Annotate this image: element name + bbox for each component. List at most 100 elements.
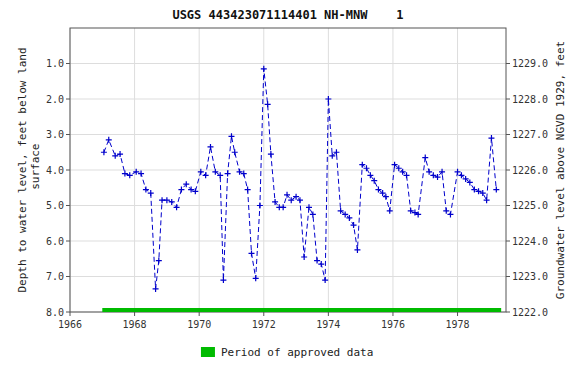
data-point bbox=[415, 211, 421, 217]
y-tick bbox=[66, 63, 70, 64]
data-point bbox=[396, 165, 402, 171]
y-tick-label: 7.0 bbox=[46, 271, 64, 282]
data-point bbox=[138, 171, 144, 177]
data-point bbox=[380, 190, 386, 196]
data-point bbox=[351, 222, 357, 228]
y-tick bbox=[66, 170, 70, 171]
data-point bbox=[383, 194, 389, 200]
data-point bbox=[435, 174, 441, 180]
y-tick bbox=[66, 276, 70, 277]
data-point bbox=[249, 250, 255, 256]
data-point bbox=[493, 187, 499, 193]
data-point bbox=[306, 204, 312, 210]
data-point bbox=[426, 169, 432, 175]
data-point bbox=[371, 178, 377, 184]
data-point bbox=[153, 286, 159, 292]
data-point bbox=[288, 197, 294, 203]
data-point bbox=[127, 172, 133, 178]
data-point bbox=[439, 169, 445, 175]
x-tick-label: 1976 bbox=[381, 319, 405, 330]
y2-tick bbox=[506, 170, 510, 171]
data-point bbox=[280, 204, 286, 210]
y2-tick-label: 1225.0 bbox=[512, 200, 548, 211]
y-axis-label: Depth to water level, feet below land su… bbox=[16, 47, 42, 292]
data-point bbox=[156, 258, 162, 264]
grid-line-y bbox=[70, 276, 506, 277]
y-tick-label: 2.0 bbox=[46, 94, 64, 105]
grid-line-y bbox=[70, 205, 506, 206]
data-point bbox=[488, 135, 494, 141]
data-point bbox=[484, 197, 490, 203]
x-tick-label: 1966 bbox=[58, 319, 82, 330]
data-point bbox=[183, 181, 189, 187]
data-point bbox=[422, 155, 428, 161]
data-point bbox=[117, 151, 123, 157]
data-point bbox=[310, 211, 316, 217]
background bbox=[0, 0, 576, 384]
data-point bbox=[212, 169, 218, 175]
x-tick-label: 1978 bbox=[446, 319, 470, 330]
grid bbox=[70, 28, 506, 312]
data-point bbox=[232, 149, 238, 155]
y2-tick bbox=[506, 63, 510, 64]
data-point bbox=[392, 162, 398, 168]
x-tick bbox=[457, 312, 458, 316]
data-point bbox=[367, 172, 373, 178]
x-tick bbox=[392, 312, 393, 316]
y-tick-label: 4.0 bbox=[46, 165, 64, 176]
grid-line-y bbox=[70, 99, 506, 100]
y-tick-label: 3.0 bbox=[46, 129, 64, 140]
data-point bbox=[106, 137, 112, 143]
grid-line-y bbox=[70, 241, 506, 242]
data-point bbox=[375, 187, 381, 193]
data-point bbox=[314, 258, 320, 264]
y-tick bbox=[66, 205, 70, 206]
y2-tick-label: 1227.0 bbox=[512, 129, 548, 140]
data-point bbox=[318, 261, 324, 267]
data-point bbox=[253, 275, 259, 281]
data-point bbox=[404, 172, 410, 178]
plot-frame bbox=[70, 28, 506, 312]
data-point bbox=[301, 254, 307, 260]
y2-tick-label: 1222.0 bbox=[512, 307, 548, 318]
y-tick bbox=[66, 99, 70, 100]
data-point bbox=[148, 190, 154, 196]
data-point bbox=[272, 199, 278, 205]
data-point bbox=[338, 208, 344, 214]
data-point bbox=[169, 199, 175, 205]
data-point bbox=[363, 165, 369, 171]
data-point bbox=[329, 153, 335, 159]
data-point bbox=[198, 169, 204, 175]
data-point bbox=[342, 211, 348, 217]
data-point bbox=[325, 96, 331, 102]
data-point bbox=[101, 149, 107, 155]
data-point bbox=[228, 133, 234, 139]
chart: 19661968197019721974197619781.02.03.04.0… bbox=[0, 0, 576, 384]
data-point bbox=[467, 179, 473, 185]
x-tick bbox=[199, 312, 200, 316]
grid-line-y bbox=[70, 63, 506, 64]
plot-area bbox=[101, 66, 501, 312]
y2-tick-label: 1226.0 bbox=[512, 165, 548, 176]
data-point bbox=[387, 208, 393, 214]
data-point bbox=[268, 151, 274, 157]
y-tick-label: 5.0 bbox=[46, 200, 64, 211]
data-point bbox=[458, 172, 464, 178]
legend-label: Period of approved data bbox=[221, 346, 373, 359]
y-tick bbox=[66, 312, 70, 313]
title: USGS 443423071114401 NH-MNW 1 bbox=[172, 8, 403, 22]
data-point bbox=[245, 187, 251, 193]
y2-axis-label: Groundwater level above NGVD 1929, feet bbox=[554, 41, 567, 299]
data-point bbox=[333, 149, 339, 155]
data-line bbox=[104, 69, 496, 289]
data-point bbox=[480, 190, 486, 196]
x-tick-label: 1968 bbox=[123, 319, 147, 330]
data-point bbox=[346, 215, 352, 221]
data-point bbox=[297, 197, 303, 203]
y2-tick-label: 1228.0 bbox=[512, 94, 548, 105]
data-point bbox=[354, 247, 360, 253]
data-point bbox=[261, 66, 267, 72]
x-tick bbox=[263, 312, 264, 316]
data-point bbox=[178, 187, 184, 193]
data-point bbox=[207, 144, 213, 150]
